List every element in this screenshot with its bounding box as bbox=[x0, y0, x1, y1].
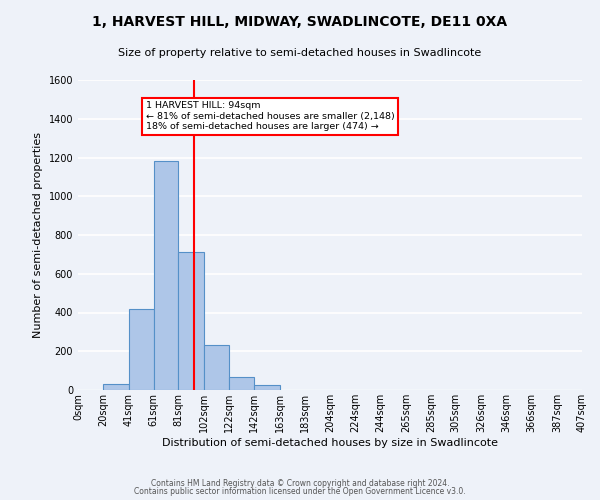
X-axis label: Distribution of semi-detached houses by size in Swadlincote: Distribution of semi-detached houses by … bbox=[162, 438, 498, 448]
Bar bbox=[254, 385, 280, 390]
Text: 1, HARVEST HILL, MIDWAY, SWADLINCOTE, DE11 0XA: 1, HARVEST HILL, MIDWAY, SWADLINCOTE, DE… bbox=[92, 15, 508, 29]
Bar bbox=[129, 308, 154, 390]
Bar bbox=[205, 346, 229, 390]
Text: Size of property relative to semi-detached houses in Swadlincote: Size of property relative to semi-detach… bbox=[118, 48, 482, 58]
Bar bbox=[178, 252, 205, 390]
Bar bbox=[154, 162, 178, 390]
Bar bbox=[103, 384, 129, 390]
Y-axis label: Number of semi-detached properties: Number of semi-detached properties bbox=[33, 132, 43, 338]
Text: Contains HM Land Registry data © Crown copyright and database right 2024.: Contains HM Land Registry data © Crown c… bbox=[151, 478, 449, 488]
Bar bbox=[229, 378, 254, 390]
Text: Contains public sector information licensed under the Open Government Licence v3: Contains public sector information licen… bbox=[134, 487, 466, 496]
Text: 1 HARVEST HILL: 94sqm
← 81% of semi-detached houses are smaller (2,148)
18% of s: 1 HARVEST HILL: 94sqm ← 81% of semi-deta… bbox=[146, 102, 394, 131]
